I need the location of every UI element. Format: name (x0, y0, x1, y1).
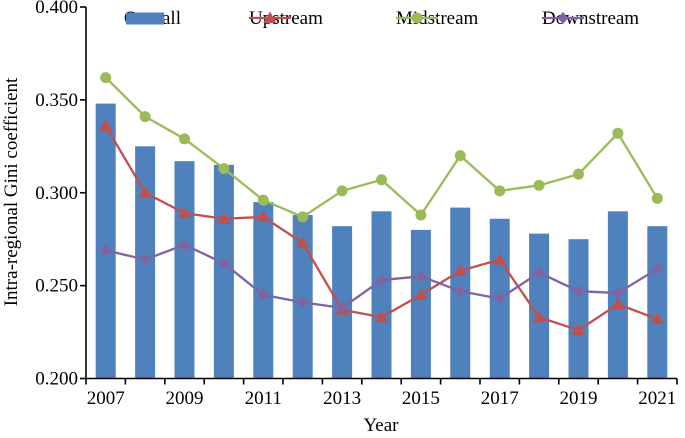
downstream-marker-2018 (533, 266, 545, 279)
upstream-marker-2012 (296, 236, 310, 248)
legend-triangle-swatch (249, 11, 291, 23)
downstream-marker-2011 (257, 288, 269, 301)
downstream-marker-2007 (100, 244, 112, 257)
midstream-marker-2015 (415, 209, 427, 221)
upstream-marker-2009 (178, 206, 191, 219)
midstream-marker-2020 (612, 127, 624, 139)
downstream-marker-2015 (415, 270, 427, 283)
legend-item-downstream: Downstream (542, 8, 640, 29)
downstream-marker-2010 (218, 257, 230, 270)
legend-bar-swatch-rect (126, 12, 164, 25)
x-tick-label: 2017 (481, 388, 519, 409)
upstream-marker-2018 (532, 310, 546, 323)
midstream-marker-2011 (257, 194, 269, 206)
legend-marker-triangle (263, 11, 277, 23)
bar-2007 (95, 103, 116, 379)
midstream-marker-2014 (376, 174, 387, 186)
upstream-marker-2016 (453, 264, 467, 276)
upstream-marker-2021 (650, 312, 664, 325)
upstream-marker-2019 (572, 323, 585, 336)
midstream-marker-2017 (494, 185, 506, 197)
y-tick-label: 0.250 (35, 276, 78, 297)
upstream-marker-2015 (414, 288, 428, 300)
legend-label: Downstream (542, 8, 640, 29)
legend-marker-circle (411, 12, 423, 24)
upstream-marker-2017 (493, 253, 507, 265)
downstream-marker-2008 (139, 253, 151, 266)
legend-marker-diamond (557, 12, 569, 24)
downstream-marker-2016 (454, 285, 466, 298)
x-axis-title: Year (363, 415, 399, 436)
bar-2021 (647, 226, 668, 379)
downstream-marker-2020 (612, 287, 624, 300)
downstream-marker-2012 (297, 296, 309, 309)
bar-2009 (174, 161, 195, 379)
x-tick-label: 2013 (323, 388, 361, 409)
midstream-marker-2008 (139, 111, 151, 123)
upstream-marker-2008 (138, 186, 152, 198)
x-tick-label: 2009 (166, 388, 204, 409)
midstream-marker-2018 (533, 179, 545, 191)
midstream-marker-2007 (100, 72, 112, 84)
downstream-marker-2009 (179, 238, 190, 251)
midstream-marker-2012 (297, 211, 309, 223)
midstream-marker-2010 (218, 163, 230, 175)
y-tick-label: 0.350 (35, 90, 78, 111)
midstream-marker-2009 (179, 133, 190, 145)
legend-diamond-swatch (542, 12, 584, 24)
midstream-marker-2019 (573, 168, 584, 180)
bar-2010 (213, 164, 234, 379)
upstream-marker-2010 (217, 212, 231, 224)
downstream-marker-2017 (494, 292, 506, 305)
legend-item-upstream: Upstream (249, 8, 323, 29)
x-tick-label: 2007 (87, 388, 125, 409)
legend-rect-swatch (126, 12, 164, 25)
legend-item-overall: Overall (124, 8, 181, 29)
bar-2018 (529, 233, 550, 379)
midstream-marker-2021 (651, 192, 663, 204)
downstream-marker-2013 (336, 301, 348, 314)
upstream-marker-2014 (375, 310, 388, 323)
upstream-marker-2011 (256, 210, 270, 222)
legend-item-midstream: Midstream (396, 8, 478, 29)
x-tick-label: 2015 (402, 388, 440, 409)
downstream-marker-2014 (376, 274, 387, 287)
legend-circle-swatch (396, 12, 438, 24)
y-tick-label: 0.300 (35, 183, 78, 204)
plot-area: 0.400 0.350 0.300 0.250 0.200 2007 2009 2011 201… (35, 0, 678, 409)
y-axis-title: Intra-regional Gini coefficient (1, 77, 22, 306)
chart-legend: Overall Upstream Midstream Downstream (0, 0, 685, 40)
downstream-marker-2021 (651, 262, 663, 275)
midstream-marker-2016 (454, 150, 466, 162)
downstream-marker-2019 (573, 285, 584, 298)
midstream-marker-2013 (336, 185, 348, 197)
bar-2015 (410, 229, 431, 379)
bar-2019 (568, 239, 589, 379)
bar-2014 (371, 211, 392, 379)
y-tick-label: 0.400 (35, 0, 78, 18)
y-tick-label: 0.200 (35, 369, 78, 390)
upstream-marker-2020 (611, 297, 625, 310)
x-tick-label: 2011 (245, 388, 282, 409)
upstream-marker-2007 (99, 119, 113, 131)
x-tick-label: 2019 (560, 388, 598, 409)
x-tick-label: 2021 (638, 388, 676, 409)
